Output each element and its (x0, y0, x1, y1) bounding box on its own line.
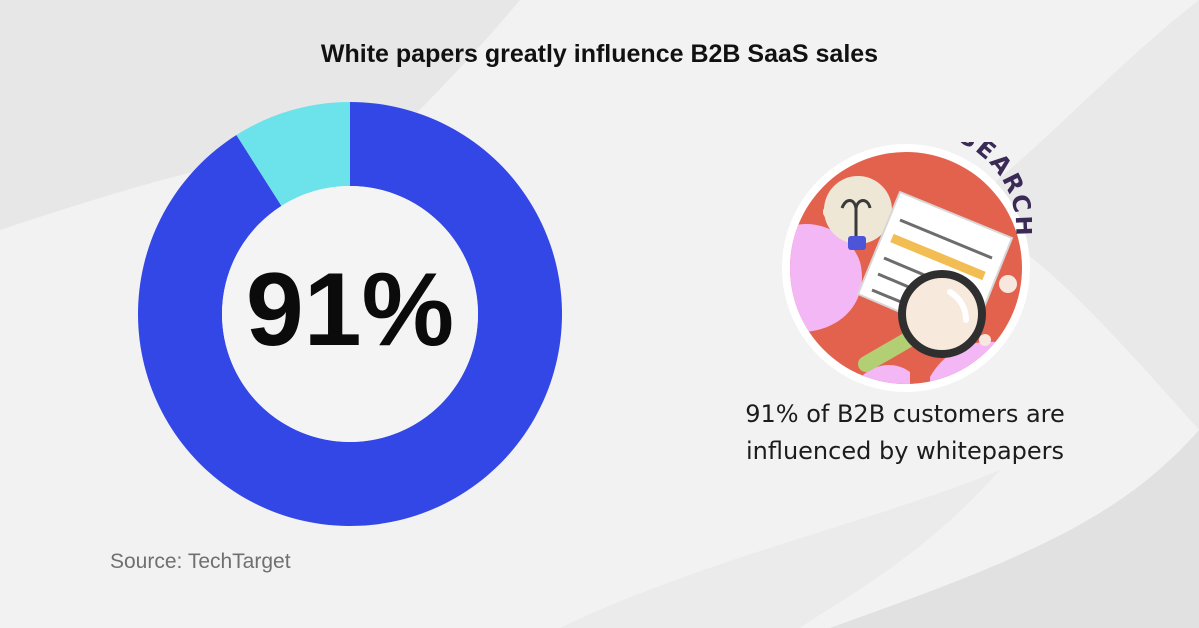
caption-line-2: influenced by whitepapers (745, 437, 1065, 465)
donut-chart (138, 102, 562, 526)
donut-hole (222, 186, 478, 442)
lightbulb-icon (824, 176, 892, 250)
center-value: 91% (245, 252, 455, 368)
donut-slice-2 (236, 102, 350, 206)
research-illustration: RESEARCH (782, 142, 1032, 392)
donut-slice-1 (138, 102, 562, 526)
chart-title: White papers greatly influence B2B SaaS … (320, 40, 879, 68)
source-note: Source: TechTarget (110, 550, 291, 573)
donut-slices (138, 102, 562, 526)
magnifier-icon (858, 270, 986, 372)
caption: 91% of B2B customers are influenced by w… (690, 396, 1120, 470)
caption-line-1: 91% of B2B customers are (745, 400, 1065, 428)
